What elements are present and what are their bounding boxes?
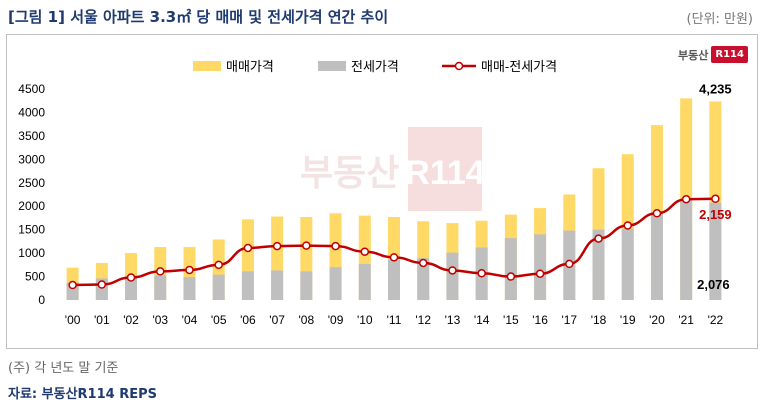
gap-point: [506, 272, 516, 281]
source-label: 자료: 부동산R114 REPS: [8, 387, 157, 402]
x-tick-label: '05: [211, 313, 227, 327]
x-tick-label: '08: [299, 313, 315, 327]
x-tick-label: '15: [503, 313, 519, 327]
jeonse-bar: [358, 263, 371, 300]
y-tick-label: 2500: [18, 176, 45, 190]
watermark-box: [408, 127, 482, 211]
y-tick-label: 3000: [18, 152, 45, 166]
x-tick-label: '14: [474, 313, 490, 327]
legend-label-sale: 매매가격: [226, 59, 274, 74]
watermark-text: 부동산: [300, 152, 399, 193]
legend-swatch-sale: [193, 61, 221, 71]
gap-point: [68, 280, 77, 290]
legend-marker-gap: [454, 61, 464, 71]
jeonse-bar: [650, 211, 663, 300]
brand-logo-box: R114: [711, 46, 748, 63]
unit-label: (단위: 만원): [686, 12, 754, 27]
y-tick-label: 0: [38, 293, 45, 307]
x-tick-label: '22: [708, 313, 724, 327]
gap-point: [243, 243, 253, 253]
gap-point: [156, 267, 165, 276]
brand-logo: 부동산 R114: [678, 46, 748, 63]
gap-point: [302, 241, 311, 250]
jeonse-bar: [417, 258, 430, 300]
jeonse-bar: [300, 271, 313, 300]
legend-swatch-jeonse: [318, 61, 346, 71]
chart-title: [그림 1] 서울 아파트 3.3㎡ 당 매매 및 전세가격 연간 추이: [8, 8, 389, 26]
gap-point: [331, 241, 340, 251]
x-tick-label: '07: [269, 313, 285, 327]
jeonse-bar: [212, 274, 225, 300]
y-tick-label: 2000: [18, 199, 45, 213]
jeonse-bar: [504, 238, 517, 300]
x-tick-label: '21: [678, 313, 694, 327]
gap-point: [652, 209, 662, 218]
chart-panel: [6, 34, 758, 349]
x-tick-label: '02: [123, 313, 139, 327]
gap-point: [711, 194, 720, 204]
x-tick-label: '13: [445, 313, 461, 327]
gap-point: [448, 266, 457, 275]
watermark-box-text: R114: [405, 154, 484, 192]
legend-label-gap: 매매-전세가격: [481, 59, 557, 74]
y-tick-label: 4500: [18, 82, 45, 96]
gap-point: [623, 221, 632, 230]
x-tick-label: '04: [182, 313, 198, 327]
x-tick-label: '16: [532, 313, 548, 327]
x-tick-label: '06: [240, 313, 256, 327]
brand-logo-text: 부동산: [678, 48, 709, 62]
jeonse-bar: [241, 271, 254, 300]
gap-point: [565, 259, 574, 269]
gap-point: [681, 194, 691, 204]
y-tick-label: 4000: [18, 105, 45, 119]
jeonse-bar: [709, 202, 722, 300]
x-tick-label: '00: [65, 313, 81, 327]
x-tick-label: '19: [620, 313, 636, 327]
gap-point: [214, 260, 223, 270]
y-tick-label: 3500: [18, 129, 45, 143]
gap-point: [360, 247, 370, 256]
jeonse-bar: [680, 199, 693, 300]
x-tick-label: '03: [152, 313, 168, 327]
x-tick-label: '12: [415, 313, 431, 327]
jeonse-bar: [125, 275, 138, 300]
gap-point: [185, 265, 194, 275]
gap-point: [126, 273, 136, 282]
y-tick-label: 500: [25, 270, 45, 284]
footnote: (주) 각 년도 말 기준: [8, 361, 119, 376]
gap-point: [535, 269, 545, 278]
gap-last-label: 2,159: [699, 207, 732, 222]
gap-point: [389, 253, 399, 262]
legend-label-jeonse: 전세가격: [351, 59, 399, 74]
x-tick-label: '18: [591, 313, 607, 327]
jeonse-last-label: 2,076: [697, 277, 730, 292]
x-tick-label: '10: [357, 313, 373, 327]
x-tick-label: '20: [649, 313, 665, 327]
jeonse-bar: [388, 259, 400, 300]
jeonse-bar: [534, 234, 547, 300]
jeonse-bar: [271, 270, 284, 300]
gap-point: [418, 258, 428, 268]
gap-point: [594, 234, 603, 243]
jeonse-bar: [592, 229, 605, 300]
jeonse-bar: [446, 252, 459, 300]
y-tick-label: 1500: [18, 223, 45, 237]
jeonse-bar: [329, 267, 342, 300]
y-tick-label: 1000: [18, 246, 45, 260]
jeonse-bar: [621, 228, 634, 300]
x-tick-label: '17: [561, 313, 577, 327]
gap-point: [97, 280, 107, 289]
gap-point: [477, 269, 486, 278]
sale-last-label: 4,235: [699, 81, 732, 96]
x-tick-label: '11: [387, 313, 402, 327]
jeonse-bar: [183, 277, 196, 300]
jeonse-bar: [154, 275, 167, 300]
gap-point: [272, 241, 282, 251]
x-tick-label: '09: [328, 313, 344, 327]
x-tick-label: '01: [94, 313, 110, 327]
